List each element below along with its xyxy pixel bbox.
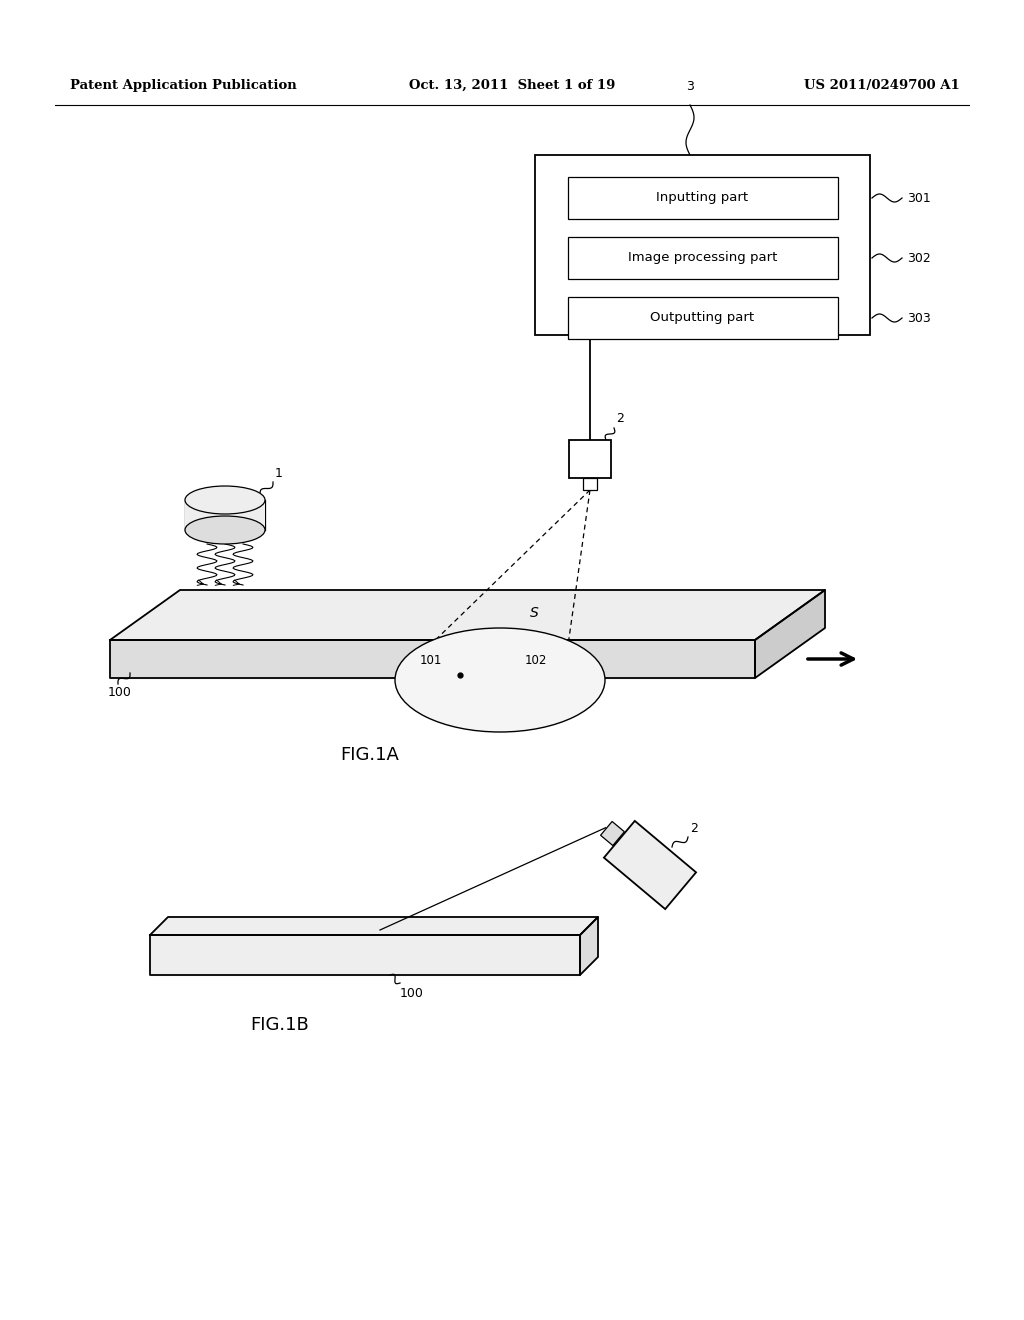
Text: 301: 301 bbox=[907, 191, 931, 205]
Text: Image processing part: Image processing part bbox=[628, 252, 777, 264]
Text: 100: 100 bbox=[400, 987, 424, 1001]
Bar bbox=[569, 440, 611, 478]
Text: Oct. 13, 2011  Sheet 1 of 19: Oct. 13, 2011 Sheet 1 of 19 bbox=[409, 78, 615, 91]
Polygon shape bbox=[580, 917, 598, 975]
Text: 1: 1 bbox=[275, 467, 283, 480]
Polygon shape bbox=[755, 590, 825, 678]
Text: 3: 3 bbox=[686, 81, 694, 92]
Bar bbox=[567, 297, 838, 339]
Text: FIG.1A: FIG.1A bbox=[341, 746, 399, 764]
Polygon shape bbox=[600, 821, 625, 846]
Text: Outputting part: Outputting part bbox=[650, 312, 755, 325]
Polygon shape bbox=[110, 640, 755, 678]
Text: 2: 2 bbox=[616, 412, 624, 425]
Bar bbox=[535, 154, 870, 335]
Text: S: S bbox=[530, 606, 539, 620]
Polygon shape bbox=[150, 917, 598, 935]
Polygon shape bbox=[110, 590, 825, 640]
Text: US 2011/0249700 A1: US 2011/0249700 A1 bbox=[804, 78, 961, 91]
Ellipse shape bbox=[185, 486, 265, 513]
Bar bbox=[185, 500, 265, 531]
Text: 2: 2 bbox=[690, 822, 698, 836]
Text: FIG.1B: FIG.1B bbox=[251, 1016, 309, 1034]
Text: 100: 100 bbox=[108, 686, 132, 700]
Ellipse shape bbox=[395, 628, 605, 733]
Bar bbox=[567, 177, 838, 219]
Polygon shape bbox=[150, 935, 580, 975]
Polygon shape bbox=[604, 821, 696, 909]
Text: 303: 303 bbox=[907, 312, 931, 325]
Text: Inputting part: Inputting part bbox=[656, 191, 749, 205]
Text: Patent Application Publication: Patent Application Publication bbox=[70, 78, 297, 91]
Bar bbox=[583, 478, 597, 490]
Text: 101: 101 bbox=[420, 653, 442, 667]
Ellipse shape bbox=[185, 516, 265, 544]
Text: 102: 102 bbox=[525, 653, 548, 667]
Text: 302: 302 bbox=[907, 252, 931, 264]
Bar bbox=[567, 238, 838, 279]
